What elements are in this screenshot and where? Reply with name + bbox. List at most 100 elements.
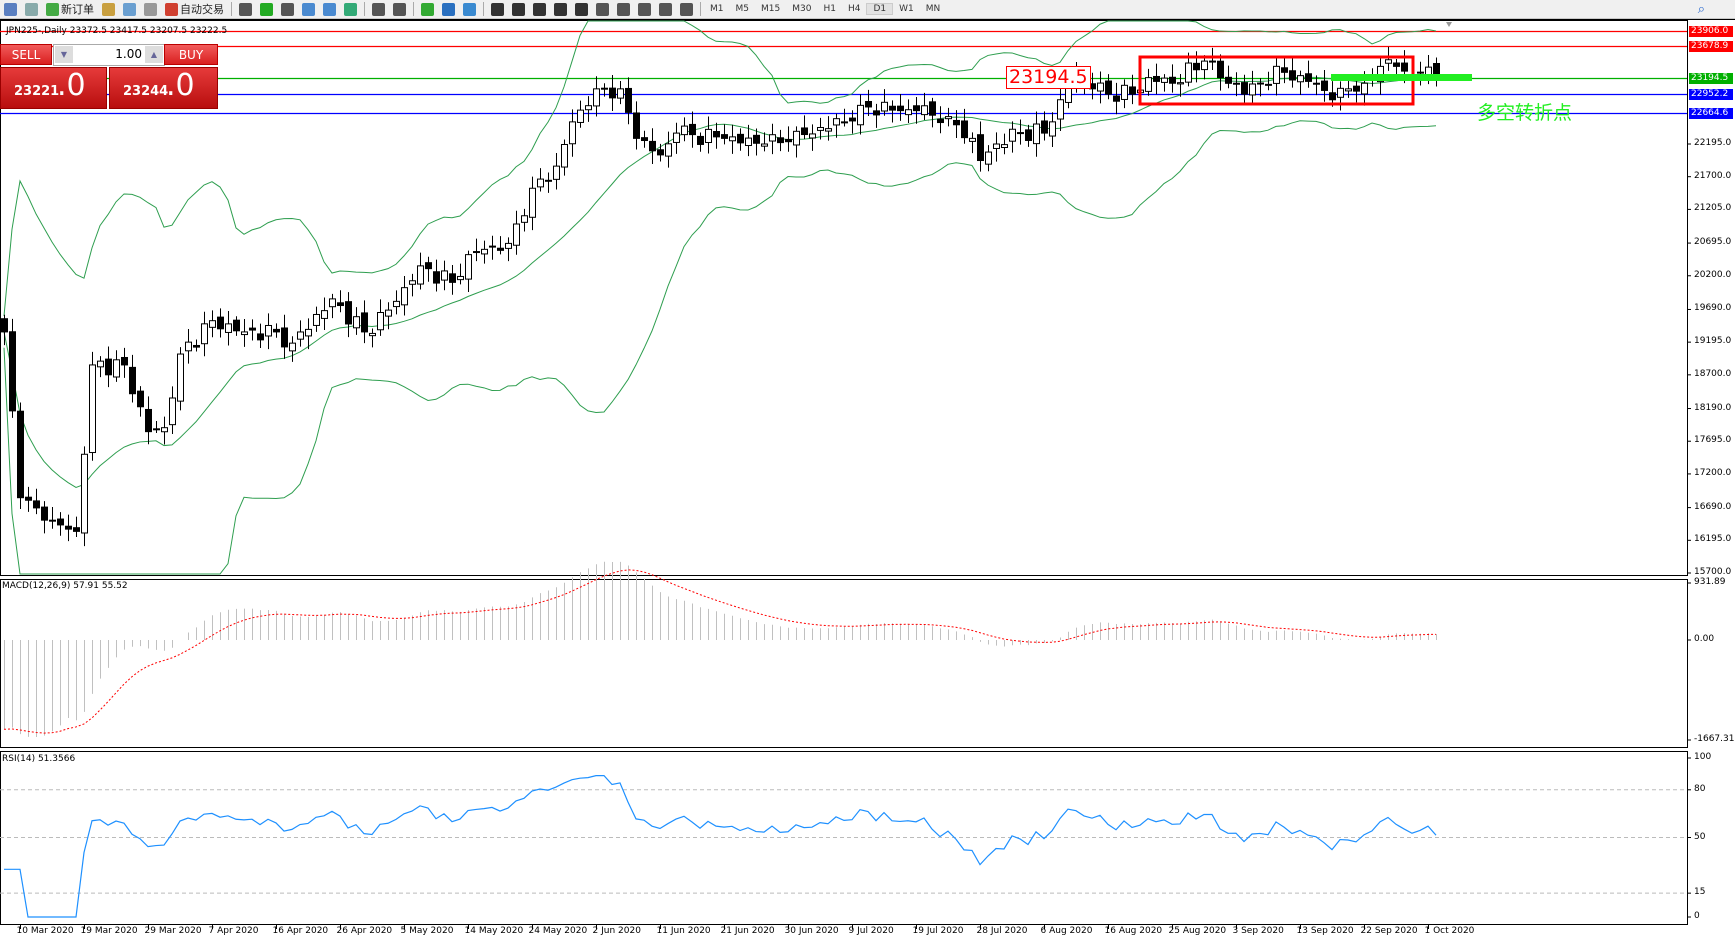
bullish-candle <box>681 125 688 136</box>
bearish-candle <box>1257 82 1264 85</box>
search-icon[interactable]: ⌕ <box>1697 1 1705 17</box>
zoom-out-button[interactable] <box>319 0 340 18</box>
annotation-text[interactable]: 多空转折点 <box>1477 102 1573 124</box>
bullish-candle <box>321 310 328 319</box>
bar-chart-button[interactable] <box>235 0 256 18</box>
horizontal-line-icon[interactable] <box>554 2 567 16</box>
equidistant-channel-icon[interactable] <box>596 2 609 16</box>
price-axis-label: 19195.0 <box>1694 336 1732 347</box>
auto-trade-icon[interactable] <box>165 2 178 16</box>
bearish-candle <box>145 408 152 433</box>
new-order-button[interactable]: 新订单 <box>42 0 98 18</box>
increase-lot-icon[interactable]: ▲ <box>145 46 163 63</box>
crosshair-icon[interactable] <box>512 2 525 16</box>
fibonacci-button[interactable] <box>613 0 634 18</box>
auto-trade-button[interactable]: 自动交易 <box>161 0 228 18</box>
bearish-candle <box>641 137 648 142</box>
candle-chart-button[interactable] <box>256 0 277 18</box>
timeframe-m5[interactable]: M5 <box>735 4 750 14</box>
zoom-in-button[interactable] <box>298 0 319 18</box>
bearish-candle <box>1281 67 1288 73</box>
candle-chart-icon[interactable] <box>260 2 273 16</box>
periods-button[interactable] <box>438 0 459 18</box>
tile-icon[interactable] <box>344 2 357 16</box>
bearish-candle <box>1113 95 1120 102</box>
metaeditor-icon[interactable] <box>102 2 115 16</box>
tile-button[interactable] <box>340 0 361 18</box>
templates-button[interactable] <box>459 0 480 18</box>
zoom-window-icon[interactable] <box>25 2 38 16</box>
bearish-candle <box>1265 83 1272 86</box>
cursor-icon[interactable] <box>491 2 504 16</box>
buy-price-button[interactable]: 23244 .0 <box>109 67 218 109</box>
vertical-line-button[interactable] <box>529 0 550 18</box>
chart-shift-button[interactable] <box>389 0 410 18</box>
buy-button[interactable]: BUY <box>164 44 218 65</box>
bar-chart-icon[interactable] <box>239 2 252 16</box>
lot-size-stepper[interactable]: ▼ 1.00 ▲ <box>53 44 165 66</box>
templates-icon[interactable] <box>463 2 476 16</box>
arrows-button[interactable] <box>676 0 697 18</box>
label-icon[interactable] <box>659 2 672 16</box>
bearish-candle <box>913 105 920 112</box>
terminal-button[interactable] <box>119 0 140 18</box>
line-chart-icon[interactable] <box>281 2 294 16</box>
line-chart-button[interactable] <box>277 0 298 18</box>
price-axis-label: 20695.0 <box>1694 237 1732 248</box>
sell-button[interactable]: SELL <box>0 44 52 65</box>
bearish-candle <box>1017 132 1024 135</box>
autoscroll-icon[interactable] <box>372 2 385 16</box>
timeframe-h4[interactable]: H4 <box>847 4 861 14</box>
price-text-label[interactable]: 23194.5 <box>1006 66 1091 89</box>
fibonacci-icon[interactable] <box>617 2 630 16</box>
list-button[interactable] <box>0 0 21 18</box>
horizontal-line-button[interactable] <box>550 0 571 18</box>
sell-price-main: 23221 <box>14 84 60 99</box>
date-axis-label: 2 Jun 2020 <box>592 926 641 936</box>
timeframe-h1[interactable]: H1 <box>823 4 836 14</box>
bullish-candle <box>881 101 888 112</box>
timeframe-m30[interactable]: M30 <box>792 4 812 14</box>
rsi-axis-label: 0 <box>1694 911 1700 921</box>
zoom-window-button[interactable] <box>21 0 42 18</box>
metaeditor-button[interactable] <box>98 0 119 18</box>
arrows-icon[interactable] <box>680 2 693 16</box>
periods-icon[interactable] <box>442 2 455 16</box>
timeframe-m1[interactable]: M1 <box>710 4 724 14</box>
trend-line-button[interactable] <box>571 0 592 18</box>
signal-icon[interactable] <box>144 2 157 16</box>
signal-button[interactable] <box>140 0 161 18</box>
label-button[interactable] <box>655 0 676 18</box>
crosshair-button[interactable] <box>508 0 529 18</box>
terminal-icon[interactable] <box>123 2 136 16</box>
bullish-candle <box>81 453 88 534</box>
date-axis-label: 10 Mar 2020 <box>16 926 74 936</box>
decrease-lot-icon[interactable]: ▼ <box>55 46 73 63</box>
zoom-out-icon[interactable] <box>323 2 336 16</box>
sell-price-button[interactable]: 23221 .0 <box>0 67 107 109</box>
bullish-candle <box>1033 123 1040 145</box>
bullish-candle <box>241 331 248 336</box>
text-button[interactable] <box>634 0 655 18</box>
bullish-candle <box>305 328 312 337</box>
timeframe-mn[interactable]: MN <box>925 4 941 14</box>
trend-line-icon[interactable] <box>575 2 588 16</box>
timeframe-m15[interactable]: M15 <box>761 4 781 14</box>
lot-input[interactable]: 1.00 <box>115 47 142 61</box>
timeframe-w1[interactable]: W1 <box>899 4 914 14</box>
new-order-icon[interactable] <box>46 2 59 16</box>
chart-shift-icon[interactable] <box>393 2 406 16</box>
equidistant-channel-button[interactable] <box>592 0 613 18</box>
indicators-button[interactable] <box>417 0 438 18</box>
list-icon[interactable] <box>4 2 17 16</box>
zoom-in-icon[interactable] <box>302 2 315 16</box>
autoscroll-button[interactable] <box>368 0 389 18</box>
bullish-candle <box>1097 82 1104 92</box>
vertical-line-icon[interactable] <box>533 2 546 16</box>
bullish-candle <box>1273 65 1280 84</box>
cursor-button[interactable] <box>487 0 508 18</box>
timeframe-d1[interactable]: D1 <box>866 3 894 15</box>
text-icon[interactable] <box>638 2 651 16</box>
indicators-icon[interactable] <box>421 2 434 16</box>
